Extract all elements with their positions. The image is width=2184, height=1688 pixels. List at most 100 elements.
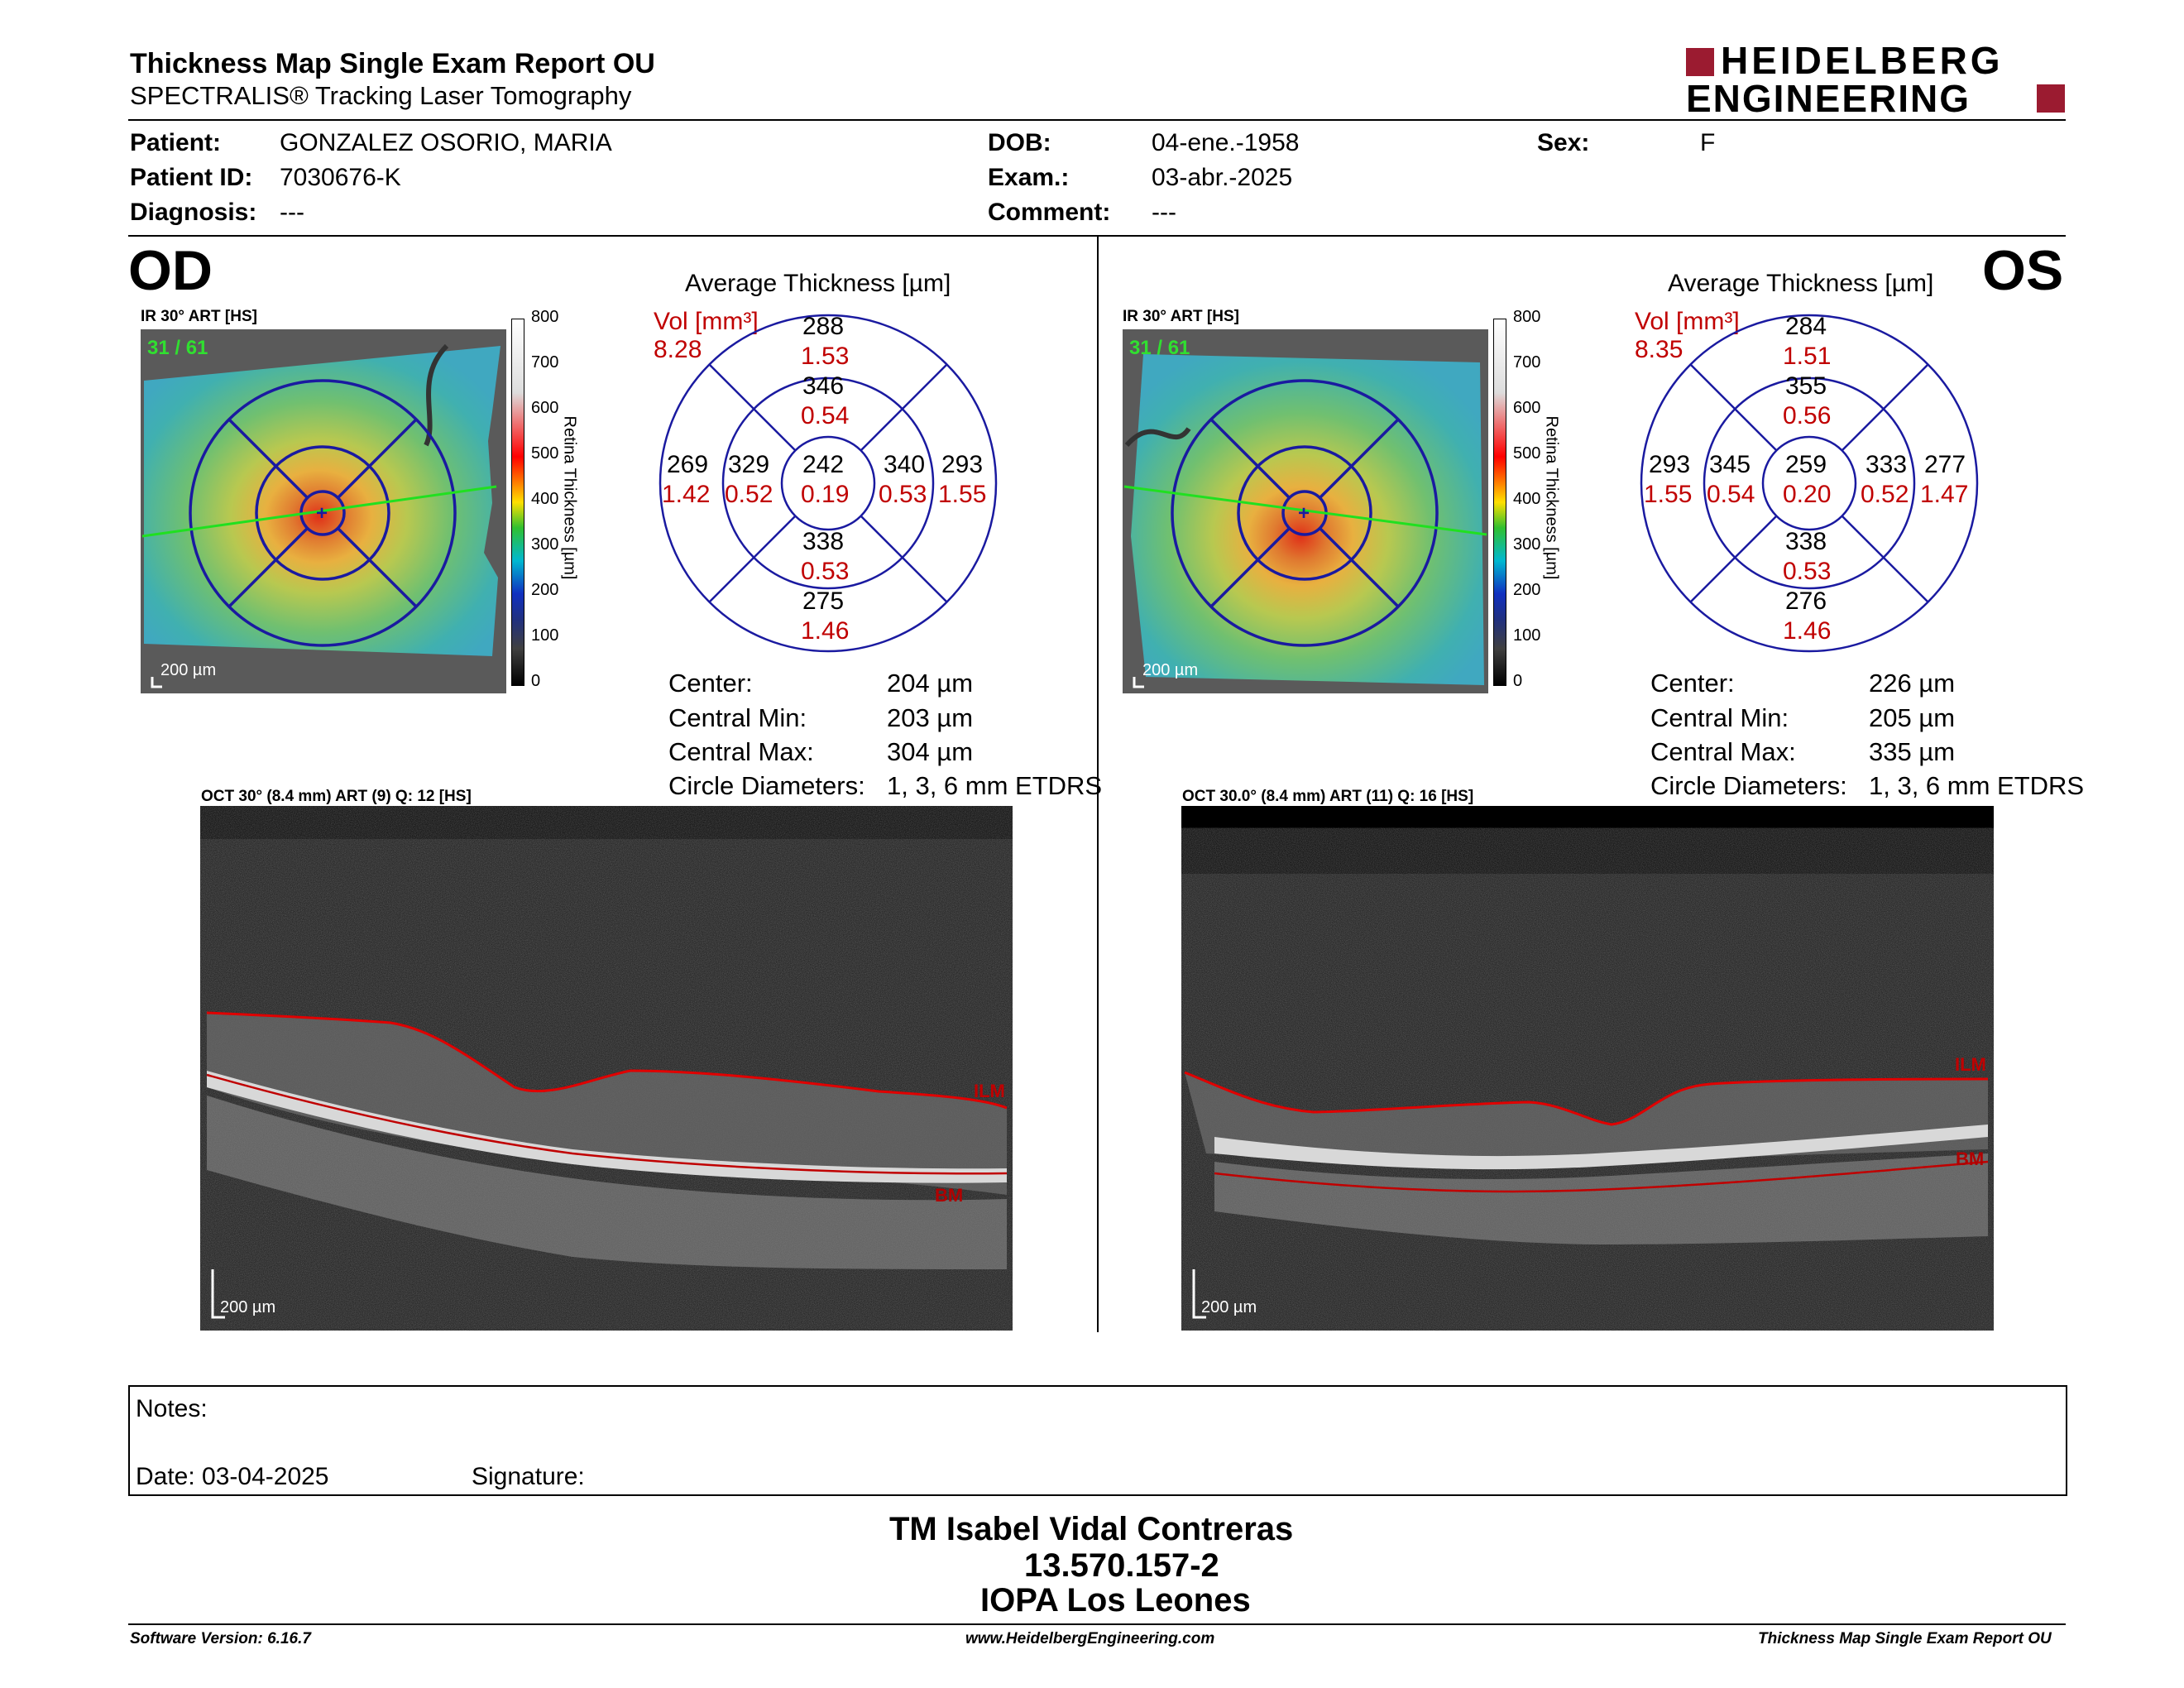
os-outer-nas-v: 1.47 [1920,481,1969,508]
os-tick-100: 100 [1513,626,1541,645]
od-center-v: 0.19 [801,481,850,508]
od-outer-sup-v: 1.53 [801,343,850,370]
footer-software-version: Software Version: 6.16.7 [130,1630,311,1647]
od-etdrs-chart [659,314,998,653]
os-etdrs-diag1 [1209,418,1291,500]
os-chart-diag4 [1842,516,1929,603]
od-min-value: 203 µm [887,703,974,732]
os-outer-temp-t: 293 [1649,451,1691,478]
os-max-value: 335 µm [1869,737,1956,766]
od-tick-100: 100 [531,626,559,645]
od-tick-300: 300 [531,535,559,554]
od-rpe-band [207,1071,1007,1183]
os-chart-outer [1640,314,1979,653]
notes-box [128,1385,2067,1496]
od-thickness-map: + 31 / 61 200 µm [141,329,506,693]
os-min-value: 205 µm [1869,703,1956,732]
od-thickness-overlay [144,346,500,656]
os-bm-label: BM [1956,1149,1984,1169]
os-bm-line [1214,1160,1989,1193]
header-rule [128,119,2066,121]
os-ilm-label: ILM [1955,1054,1986,1075]
od-inner-sup-v: 0.54 [801,402,850,429]
os-choroid-band [1214,1153,1988,1244]
od-outer-nas-t: 293 [941,451,984,478]
comment-value: --- [1152,199,1176,226]
os-etdrs-outer [1171,379,1439,647]
od-diam-value: 1, 3, 6 mm ETDRS [887,771,1103,800]
od-ilm-label: ILM [974,1081,1005,1101]
sex-label: Sex: [1537,129,1590,156]
od-tick-400: 400 [531,490,559,508]
od-chart-diag2 [860,363,948,451]
od-ir-title: IR 30° ART [HS] [141,308,257,325]
od-tick-800: 800 [531,308,559,326]
od-chart-diag4 [860,516,948,603]
notes-date: Date: 03-04-2025 [136,1463,329,1490]
od-scale-label: 200 µm [160,661,216,679]
od-inner-inf-t: 338 [802,528,845,555]
footer-report-name: Thickness Map Single Exam Report OU [1758,1630,2052,1647]
od-inner-temp-v: 0.52 [725,481,774,508]
os-etdrs-diag4 [1318,526,1400,608]
os-oct-scan: ILM BM 200 µm [1181,806,1994,1331]
od-ilm-line [206,1011,1008,1110]
os-rpe-band [1214,1125,1988,1170]
os-inner-inf-t: 338 [1785,528,1827,555]
sex-value: F [1700,129,1716,156]
od-vol-total: 8.28 [654,336,702,363]
os-max-label: Central Max: [1650,737,1796,766]
od-outer-inf-t: 275 [802,587,845,615]
os-scale-bar [1133,677,1144,688]
od-avg-title: Average Thickness [µm] [685,270,951,297]
os-oct-scale-bar [1192,1269,1206,1319]
od-frame-counter: 31 / 61 [147,337,208,359]
exam-label: Exam.: [988,164,1070,191]
os-vol-total: 8.35 [1635,336,1684,363]
os-center-cross: + [1298,502,1310,525]
os-etdrs-diag2 [1318,418,1400,500]
os-tick-0: 0 [1513,672,1523,690]
od-tick-600: 600 [531,399,559,417]
od-etdrs-diag1 [228,418,309,500]
od-inner-inf-v: 0.53 [801,558,850,585]
dob-value: 04-ene.-1958 [1152,129,1300,156]
od-outer-nas-v: 1.55 [938,481,987,508]
os-oct-scale-label: 200 µm [1201,1298,1257,1316]
os-inner-sup-v: 0.56 [1783,402,1832,429]
footer-rule [128,1623,2066,1625]
notes-label: Notes: [136,1395,208,1422]
os-inner-inf-v: 0.53 [1783,558,1832,585]
os-thickness-map: + 31 / 61 200 µm [1123,329,1488,693]
od-inner-nas-t: 340 [884,451,926,478]
os-etdrs-inner [1237,445,1372,581]
os-tick-200: 200 [1513,581,1541,599]
od-outer-inf-v: 1.46 [801,617,850,645]
os-diam-value: 1, 3, 6 mm ETDRS [1869,771,2085,800]
od-bm-label: BM [935,1185,963,1206]
os-inner-temp-t: 345 [1709,451,1751,478]
signer-id: 13.570.157-2 [1024,1547,1219,1584]
os-tick-400: 400 [1513,490,1541,508]
os-ir-title: IR 30° ART [HS] [1123,308,1239,325]
os-avg-title: Average Thickness [µm] [1668,270,1934,297]
dob-label: DOB: [988,129,1051,156]
os-inner-temp-v: 0.54 [1707,481,1755,508]
logo-line2: ENGINEERING [1686,77,1971,120]
eye-label-od: OD [128,239,213,302]
os-vol-label: Vol [mm³] [1635,308,1740,335]
od-outer-temp-t: 269 [667,451,709,478]
diagnosis-value: --- [280,199,304,226]
notes-signature-label: Signature: [472,1463,585,1490]
os-outer-nas-t: 277 [1924,451,1966,478]
footer-website[interactable]: www.HeidelbergEngineering.com [965,1630,1215,1647]
report-title: Thickness Map Single Exam Report OU [130,48,655,79]
os-tick-600: 600 [1513,399,1541,417]
od-center-t: 242 [802,451,845,478]
signer-institution: IOPA Los Leones [980,1582,1251,1618]
patient-id-value: 7030676-K [280,164,401,191]
od-etdrs-diag2 [336,418,418,500]
os-ilm-line [1184,1071,1989,1126]
os-scan-line [1123,485,1487,536]
os-inner-sup-t: 355 [1785,372,1827,400]
